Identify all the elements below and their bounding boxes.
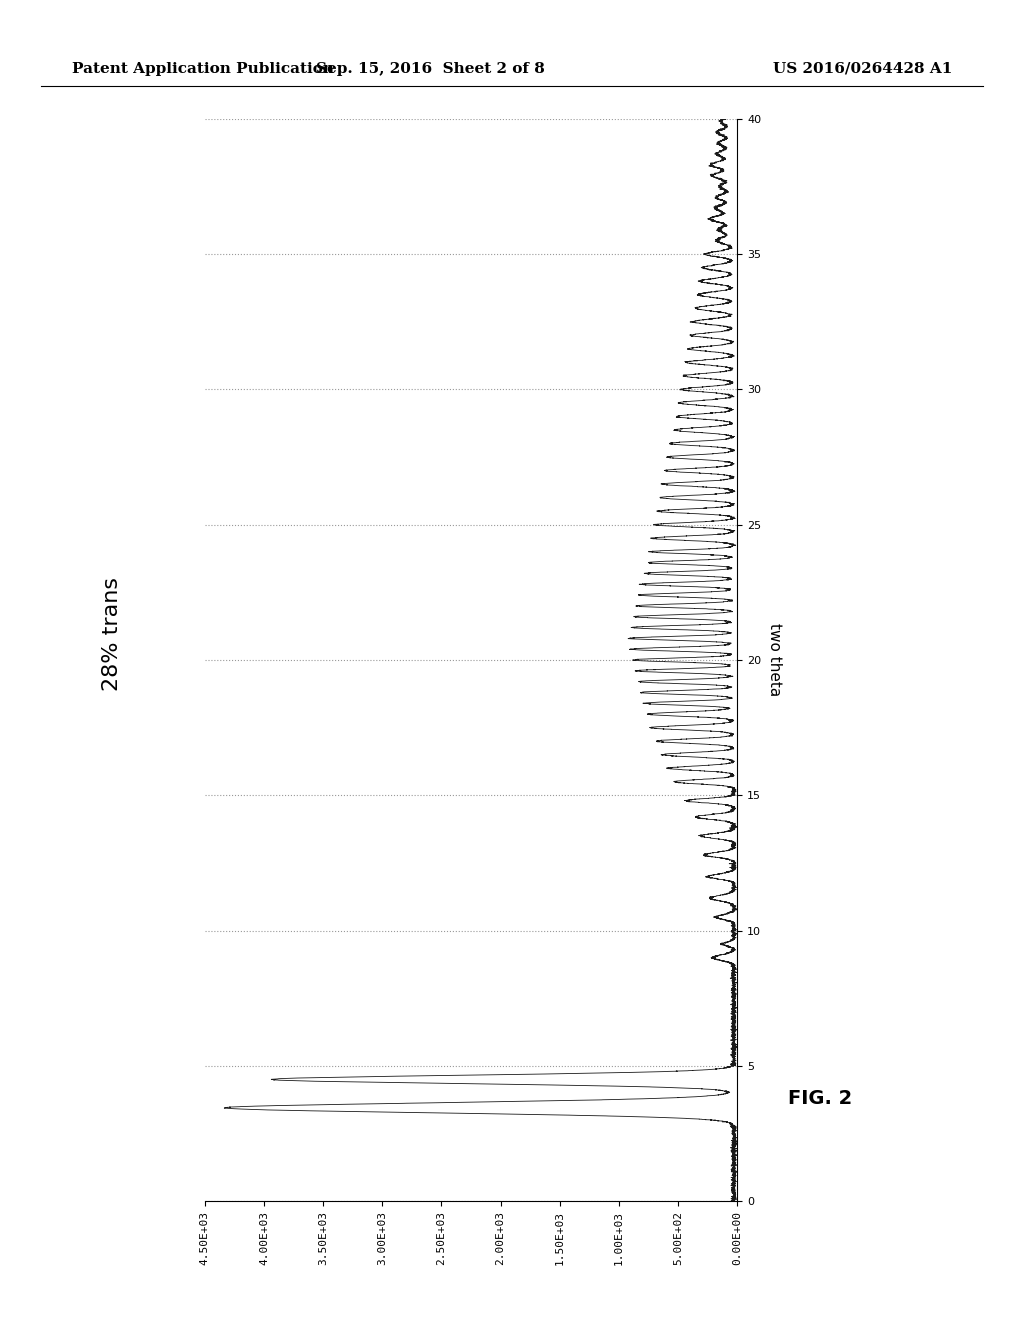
Text: US 2016/0264428 A1: US 2016/0264428 A1 [773,62,952,75]
Text: FIG. 2: FIG. 2 [788,1089,853,1107]
Text: Patent Application Publication: Patent Application Publication [72,62,334,75]
Y-axis label: two theta: two theta [767,623,782,697]
Text: Sep. 15, 2016  Sheet 2 of 8: Sep. 15, 2016 Sheet 2 of 8 [315,62,545,75]
Text: 28% trans: 28% trans [102,577,123,690]
